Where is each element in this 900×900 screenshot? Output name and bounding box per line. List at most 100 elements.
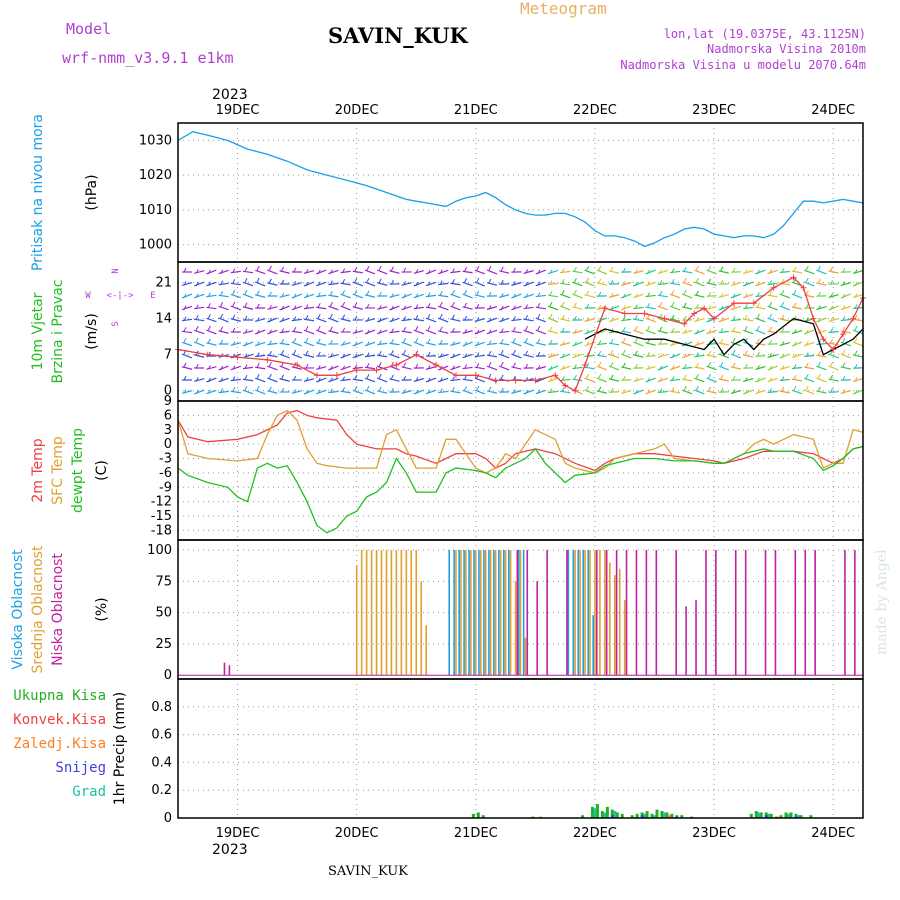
bar-precipitation bbox=[796, 815, 800, 818]
bar-clouds bbox=[509, 550, 512, 676]
wind-barb bbox=[486, 354, 498, 358]
wind-barb-flag bbox=[500, 317, 504, 322]
wind-barb-flag bbox=[561, 341, 565, 346]
wind-barb-flag bbox=[268, 305, 272, 310]
wind-barb-flag bbox=[415, 326, 419, 331]
wind-barb-flag bbox=[366, 290, 370, 295]
wind-barb-flag bbox=[256, 303, 260, 309]
wind-barb bbox=[340, 390, 351, 394]
bar-clouds bbox=[483, 550, 485, 676]
wind-barb bbox=[230, 378, 241, 382]
wind-barb-flag bbox=[183, 375, 187, 381]
wind-barb-flag bbox=[610, 279, 614, 285]
wind-barb bbox=[242, 293, 254, 299]
wind-barb-flag bbox=[842, 349, 846, 355]
wind-barb-flag bbox=[817, 373, 821, 379]
wind-barb-flag bbox=[634, 325, 638, 331]
wind-barb-flag bbox=[293, 281, 297, 286]
wind-barb-flag bbox=[708, 373, 712, 379]
wind-barb-flag bbox=[647, 302, 651, 308]
wind-barb-flag bbox=[781, 314, 785, 320]
wind-barb-flag bbox=[695, 277, 699, 283]
wind-barb bbox=[315, 329, 327, 335]
wind-barb bbox=[218, 305, 229, 311]
wind-barb-flag bbox=[805, 290, 809, 296]
wind-barb-flag bbox=[610, 361, 614, 367]
wind-barb bbox=[682, 366, 693, 370]
wind-barb-flag bbox=[549, 269, 553, 274]
wind-barb-flag bbox=[220, 365, 224, 371]
wind-barb-flag bbox=[415, 293, 419, 298]
wind-barb bbox=[560, 342, 571, 346]
wind-barb bbox=[193, 389, 205, 395]
wind-barb-flag bbox=[183, 293, 187, 299]
wind-barb-flag bbox=[195, 304, 199, 309]
wind-barb-flag bbox=[756, 338, 760, 344]
x-tick-label-top: 19DEC bbox=[216, 103, 260, 118]
wind-barb bbox=[364, 377, 376, 383]
wind-barb-flag bbox=[500, 293, 504, 298]
wind-barb-flag bbox=[512, 375, 516, 381]
wind-barb-flag bbox=[183, 316, 187, 321]
wind-barb-flag bbox=[610, 374, 614, 380]
wind-barb-flag bbox=[342, 327, 346, 333]
wind-barb-flag bbox=[415, 363, 419, 369]
wind-barb-flag bbox=[830, 361, 834, 367]
wind-barb bbox=[694, 341, 705, 347]
wind-barb-flag bbox=[268, 278, 272, 283]
wind-barb bbox=[450, 365, 461, 371]
wind-barb bbox=[657, 282, 668, 286]
wind-barb bbox=[816, 282, 827, 286]
wind-barb-flag bbox=[342, 290, 346, 295]
wind-barb bbox=[340, 342, 351, 346]
wind-barb-flag bbox=[220, 313, 224, 319]
wind-barb bbox=[743, 270, 754, 274]
wind-barb bbox=[389, 317, 400, 323]
bar-precipitation bbox=[662, 812, 666, 818]
wind-barb-flag bbox=[329, 269, 333, 274]
wind-barb-flag bbox=[708, 361, 712, 367]
wind-barb-flag bbox=[586, 341, 590, 346]
wind-barb-flag bbox=[525, 269, 529, 274]
wind-barb-flag bbox=[683, 353, 687, 358]
wind-barb-flag bbox=[415, 377, 419, 382]
bar-clouds bbox=[715, 550, 717, 676]
wind-barb-flag bbox=[708, 329, 712, 334]
wind-barb-flag bbox=[317, 365, 321, 370]
y-tick-label: -15 bbox=[151, 509, 172, 524]
wind-barb bbox=[255, 294, 266, 298]
wind-barb bbox=[206, 342, 217, 346]
wind-barb-flag bbox=[586, 329, 590, 335]
wind-barb-flag bbox=[464, 353, 468, 358]
wind-barb bbox=[401, 366, 412, 370]
bar-precipitation bbox=[749, 813, 753, 818]
wind-barb-flag bbox=[756, 365, 760, 370]
wind-barb-flag bbox=[207, 314, 211, 319]
wind-barb bbox=[279, 305, 290, 311]
model-label: Model bbox=[66, 20, 111, 38]
wind-barb-flag bbox=[817, 386, 821, 392]
wind-barb bbox=[730, 389, 742, 395]
wind-barb bbox=[194, 293, 205, 299]
wind-barb bbox=[535, 294, 546, 298]
wind-barb bbox=[230, 365, 241, 371]
bar-clouds bbox=[623, 600, 626, 676]
wind-barb bbox=[621, 330, 632, 334]
wind-barb-flag bbox=[683, 364, 687, 369]
wind-barb bbox=[547, 269, 559, 275]
wind-barb-flag bbox=[634, 269, 638, 274]
wind-barb bbox=[181, 341, 193, 347]
wind-barb bbox=[560, 270, 571, 274]
compass-cross: <-|-> bbox=[106, 291, 134, 301]
wind-barb bbox=[828, 353, 839, 359]
wind-barb-flag bbox=[305, 269, 309, 274]
x-tick-label-top: 20DEC bbox=[335, 103, 379, 118]
wind-barb-flag bbox=[769, 388, 773, 393]
wind-barb bbox=[572, 330, 583, 334]
x-tick-label-bottom: 20DEC bbox=[335, 826, 379, 841]
wind-barb bbox=[389, 353, 400, 359]
wind-barb-flag bbox=[439, 269, 443, 274]
wind-barb bbox=[828, 330, 839, 334]
wind-barb-flag bbox=[610, 266, 614, 272]
wind-barb bbox=[376, 377, 388, 383]
